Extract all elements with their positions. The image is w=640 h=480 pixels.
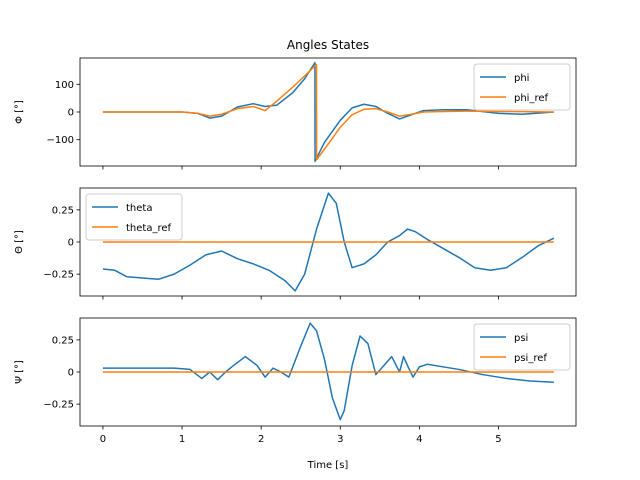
legend-label-psi: psi <box>514 333 528 344</box>
legend-label-phi_ref: phi_ref <box>514 93 549 104</box>
legend-label-theta_ref: theta_ref <box>126 223 172 234</box>
y-tick-label: −0.25 <box>43 270 74 281</box>
series-line-theta <box>102 192 555 292</box>
legend-label-phi: phi <box>514 73 529 84</box>
x-tick-label: 2 <box>258 434 264 445</box>
x-axis-label: Time [s] <box>307 460 349 471</box>
series-line-psi <box>102 322 554 421</box>
x-tick-label: 3 <box>337 434 343 445</box>
legend-1: phi phi_ref <box>473 63 571 111</box>
y-tick-label: 0.25 <box>52 335 74 346</box>
chart-title: Angles States <box>287 38 369 52</box>
legend-2: theta theta_ref <box>85 193 183 241</box>
y-axis-label: Θ [°] <box>14 230 25 254</box>
y-tick-label: 0 <box>68 108 74 119</box>
y-tick-label: −0.25 <box>43 400 74 411</box>
x-tick-label: 1 <box>179 434 185 445</box>
subplot-2: −0.25 0 0.25 Θ [°] theta theta_ref <box>14 187 577 300</box>
legend-label-psi_ref: psi_ref <box>514 353 547 364</box>
legend-label-theta: theta <box>126 203 152 214</box>
subplot-1: −100 0 100 Φ [°] phi phi_ref <box>14 57 577 170</box>
subplot-3: −0.25 0 0.25 0 1 2 3 4 5 Ψ [°] psi psi_ref <box>14 317 577 445</box>
legend-3: psi psi_ref <box>473 323 571 371</box>
y-tick-label: −100 <box>47 135 74 146</box>
legend-box <box>85 193 183 241</box>
y-tick-label: 0.25 <box>52 205 74 216</box>
y-tick-label: 0 <box>68 238 74 249</box>
y-tick-label: 100 <box>55 80 74 91</box>
series-line-phi_ref <box>102 63 554 161</box>
y-axis-label: Φ [°] <box>14 100 25 124</box>
x-tick-label: 0 <box>100 434 106 445</box>
legend-box <box>473 63 571 111</box>
x-tick-label: 5 <box>495 434 501 445</box>
x-tick-label: 4 <box>416 434 422 445</box>
y-axis-label: Ψ [°] <box>14 360 25 384</box>
y-tick-label: 0 <box>68 368 74 379</box>
legend-box <box>473 323 571 371</box>
